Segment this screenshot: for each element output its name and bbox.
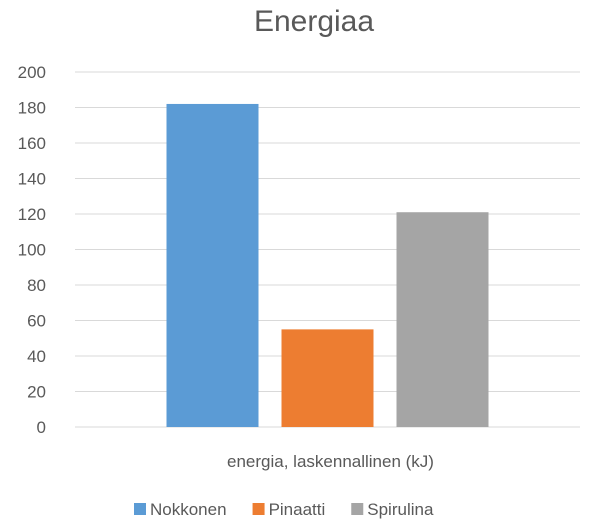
y-tick-label: 20 (27, 383, 46, 402)
y-tick-label: 200 (18, 63, 46, 82)
legend-label: Spirulina (367, 500, 434, 519)
y-tick-label: 140 (18, 170, 46, 189)
y-tick-label: 80 (27, 276, 46, 295)
y-tick-label: 120 (18, 205, 46, 224)
x-axis-categories: energia, laskennallinen (kJ) (227, 452, 434, 471)
y-tick-label: 100 (18, 241, 46, 260)
y-tick-label: 40 (27, 347, 46, 366)
legend: Nokkonen Pinaatti Spirulina (134, 500, 434, 519)
legend-swatch (134, 503, 146, 515)
bar-nokkonen (166, 103, 259, 427)
legend-item-spirulina: Spirulina (351, 500, 434, 519)
legend-swatch (252, 503, 265, 515)
x-category-label: energia, laskennallinen (kJ) (227, 452, 434, 471)
gridlines (75, 71, 580, 428)
bar-pinaatti (281, 329, 374, 427)
legend-label: Nokkonen (150, 500, 227, 519)
legend-label: Pinaatti (269, 500, 326, 519)
bars (166, 103, 489, 427)
y-axis-ticks: 0 20 40 60 80 100 120 140 160 180 200 (18, 63, 46, 437)
legend-item-pinaatti: Pinaatti (252, 500, 326, 519)
chart-title: Energiaa (254, 5, 374, 38)
y-tick-label: 180 (18, 99, 46, 118)
y-tick-label: 60 (27, 312, 46, 331)
legend-swatch (351, 503, 364, 515)
bar-spirulina (396, 212, 489, 427)
legend-item-nokkonen: Nokkonen (134, 500, 227, 519)
y-tick-label: 0 (37, 418, 46, 437)
y-tick-label: 160 (18, 134, 46, 153)
